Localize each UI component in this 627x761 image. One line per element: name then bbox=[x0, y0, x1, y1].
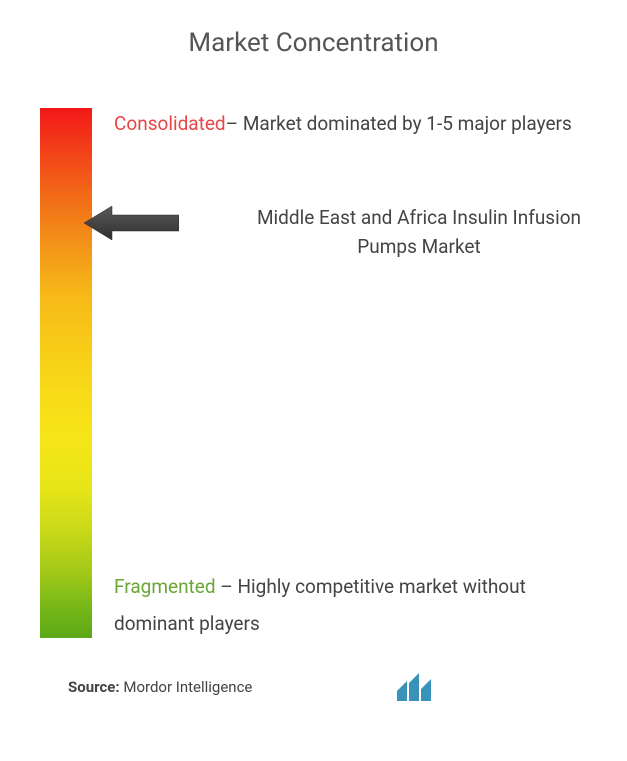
consolidated-label: Consolidated– Market dominated by 1-5 ma… bbox=[114, 108, 572, 140]
source-label: Source: bbox=[68, 678, 120, 696]
chart-title: Market Concentration bbox=[40, 28, 587, 58]
consolidated-word: Consolidated bbox=[114, 112, 226, 135]
source-row: Source: Mordor Intelligence bbox=[68, 673, 587, 701]
concentration-gradient-bar bbox=[40, 108, 92, 638]
consolidated-description: – Market dominated by 1-5 major players bbox=[226, 112, 572, 135]
fragmented-label: Fragmented – Highly competitive market w… bbox=[114, 568, 587, 642]
arrow-left-icon bbox=[84, 206, 179, 244]
source-value: Mordor Intelligence bbox=[123, 678, 252, 696]
market-pointer-row: Middle East and Africa Insulin Infusion … bbox=[84, 204, 587, 261]
content-area: Consolidated– Market dominated by 1-5 ma… bbox=[40, 108, 587, 638]
labels-area: Consolidated– Market dominated by 1-5 ma… bbox=[114, 108, 587, 638]
source-text: Source: Mordor Intelligence bbox=[68, 678, 252, 696]
fragmented-word: Fragmented bbox=[114, 575, 216, 598]
mordor-logo-icon bbox=[397, 673, 587, 701]
market-name-text: Middle East and Africa Insulin Infusion … bbox=[201, 204, 587, 261]
